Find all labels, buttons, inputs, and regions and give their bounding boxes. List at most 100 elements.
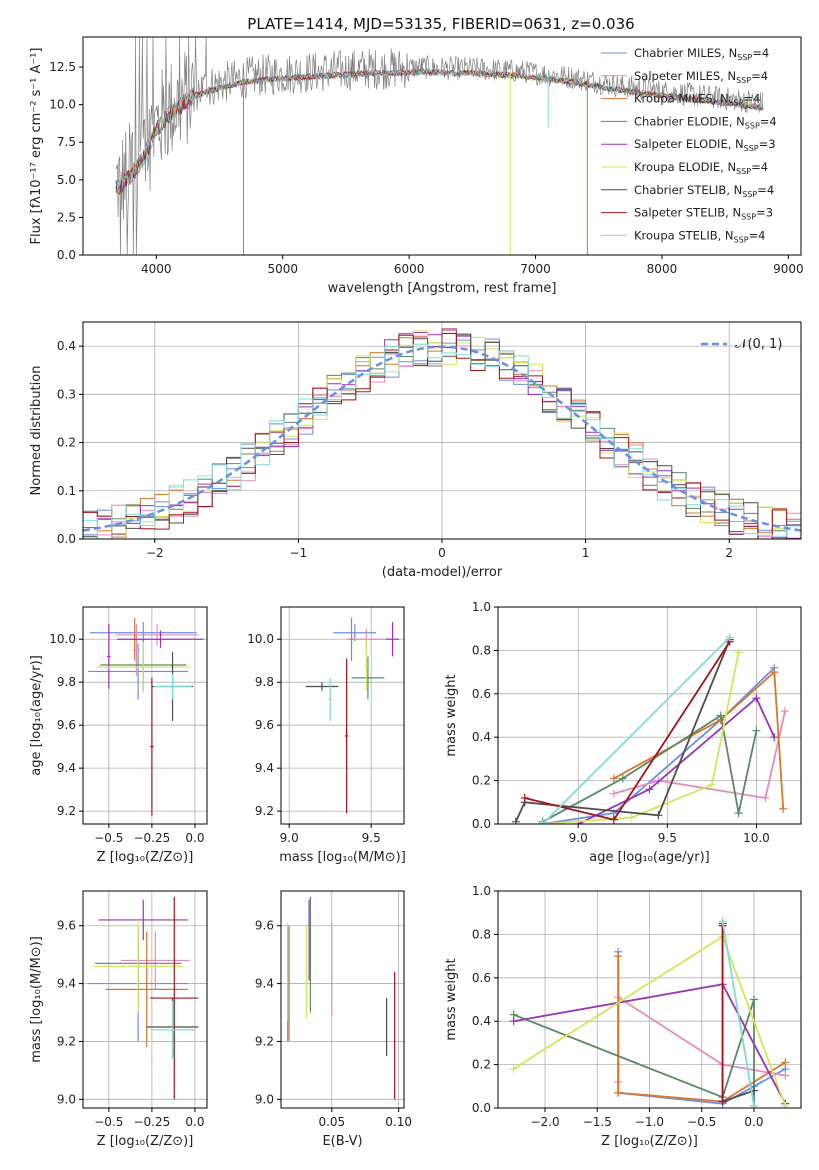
plot-area — [511, 633, 789, 824]
tick-label-x: −1.0 — [635, 1115, 664, 1129]
weight-line-0 — [542, 667, 775, 824]
x-axis-label: Z [log₁₀(Z/Z⊙)] — [601, 1134, 698, 1149]
axes: 0.05 0.10 9.0 9.2 9.4 9.6 E(B-V) — [255, 890, 412, 1149]
legend-label: Kroupa MILES, N — [634, 92, 729, 106]
legend-entry: Kroupa MILES, NSSP=4 — [634, 92, 760, 108]
tick-label-y: 10.0 — [49, 98, 76, 112]
tick-label-y: 9.6 — [255, 919, 274, 933]
tick-label-x: 9.0 — [569, 831, 588, 845]
tick-label-y: 9.4 — [57, 761, 76, 775]
y-axis-label: mass [log₁₀(M/M⊙)] — [29, 936, 44, 1063]
tick-label-y: 9.2 — [255, 1034, 274, 1048]
tick-label-y: 12.5 — [49, 60, 76, 74]
model-spectrum-7 — [115, 68, 764, 195]
weight-marker — [725, 633, 734, 642]
tick-label-y: 9.6 — [57, 718, 76, 732]
legend-label: Kroupa ELODIE, N — [634, 160, 736, 174]
legend-subscript: SSP — [745, 121, 760, 130]
tick-label-y: 9.6 — [255, 718, 274, 732]
weight-marker — [718, 1097, 727, 1106]
axes: 4000 5000 6000 7000 8000 9000 0.0 2.5 5.0 7.5 10.0… — [29, 36, 804, 296]
weight-marker — [752, 726, 761, 735]
tick-label-x: 6000 — [394, 262, 425, 276]
tick-label-y: 0.0 — [57, 248, 76, 262]
tick-label-x: 0.0 — [185, 1115, 204, 1129]
weight-marker — [509, 1017, 518, 1026]
plot-area — [88, 896, 199, 1100]
tick-label-y: 0.1 — [57, 484, 76, 498]
x-axis-label: mass [log₁₀(M/M⊙)] — [279, 850, 406, 865]
tick-label-y: 0.6 — [472, 971, 491, 985]
legend-suffix: =4 — [757, 183, 774, 197]
weight-marker — [780, 707, 789, 716]
tick-label-x: −1 — [290, 546, 308, 560]
legend-subscript: SSP — [736, 167, 751, 176]
legend-label: Salpeter ELODIE, N — [634, 137, 744, 151]
tick-label-x: 10.0 — [743, 831, 770, 845]
tick-label-y: 9.4 — [57, 977, 76, 991]
weight-marker — [707, 780, 716, 789]
weight-line-3 — [513, 999, 755, 1106]
tick-label-x: 9.5 — [658, 831, 677, 845]
weight-marker — [645, 785, 654, 794]
axes: −0.5 −0.25 0.0 9.2 9.4 9.6 9.8 10.0 Z [log₁₀(Z/Z… — [29, 606, 208, 865]
axes-frame — [82, 890, 208, 1109]
legend-subscript: SSP — [744, 144, 759, 153]
tick-label-x: 9.0 — [280, 831, 299, 845]
residual-histogram-8 — [83, 343, 801, 539]
plot-area — [83, 328, 801, 539]
weight-marker — [779, 804, 788, 813]
weight-line-8 — [721, 921, 755, 1106]
plot-age-vs-Z: −0.5 −0.25 0.0 9.2 9.4 9.6 9.8 10.0 Z [log₁₀(Z/Z… — [29, 606, 208, 865]
tick-label-y: 0.4 — [57, 339, 76, 353]
legend-label: Salpeter STELIB, N — [634, 206, 741, 220]
tick-label-y: 9.0 — [255, 1092, 274, 1106]
legend-suffix: =4 — [744, 92, 761, 106]
legend-suffix: =4 — [751, 160, 768, 174]
y-axis-label: Flux [fλ10⁻¹⁷ erg cm⁻² s⁻¹ A⁻¹] — [29, 48, 44, 245]
tick-label-y: 0.4 — [472, 1014, 491, 1028]
tick-label-x: −0.25 — [133, 1115, 170, 1129]
tick-label-y: 9.8 — [255, 675, 274, 689]
weight-marker — [718, 917, 727, 926]
x-axis-label: age [log₁₀(age/yr)] — [589, 850, 710, 865]
legend-subscript: SSP — [741, 213, 756, 222]
tick-label-x: 0 — [438, 546, 446, 560]
tick-label-x: −1.5 — [583, 1115, 612, 1129]
gaussian-curve — [83, 345, 801, 532]
weight-line-6 — [514, 639, 731, 823]
legend-label: Chabrier STELIB, N — [634, 183, 742, 197]
weight-marker — [538, 820, 547, 824]
tick-label-y: 1.0 — [472, 884, 491, 898]
axes: −2 −1 0 1 2 0.0 0.1 0.2 0.3 0.4 (data-model)/error… — [29, 321, 802, 580]
legend-label: Salpeter MILES, N — [634, 69, 736, 83]
tick-label-y: 9.2 — [57, 1034, 76, 1048]
weight-marker — [618, 774, 627, 783]
legend-label: Chabrier MILES, N — [634, 46, 737, 60]
legend-suffix: =3 — [756, 206, 773, 220]
tick-label-y: 1.0 — [472, 600, 491, 614]
tick-label-y: 0.2 — [472, 1058, 491, 1072]
axes: 9.0 9.5 9.2 9.4 9.6 9.8 10.0 mass [log₁₀(M/M⊙)] — [247, 606, 406, 865]
tick-label-x: 5000 — [267, 262, 298, 276]
plot-spectrum: 4000 5000 6000 7000 8000 9000 0.0 2.5 5.0 7.5 10.0… — [29, 36, 804, 296]
weight-line-4 — [577, 696, 776, 824]
x-axis-label: Z [log₁₀(Z/Z⊙)] — [97, 850, 194, 865]
model-spectrum-6 — [115, 68, 764, 193]
tick-label-y: 9.2 — [57, 804, 76, 818]
plot-mass-weight-vs-Z: −2.0 −1.5 −1.0 −0.5 0.0 0.0 0.2 0.4 0.6 0.8 1.0 Z [… — [444, 884, 802, 1149]
tick-label-x: −0.5 — [687, 1115, 716, 1129]
tick-label-y: 0.2 — [472, 774, 491, 788]
tick-label-y: 0.0 — [472, 817, 491, 831]
axes-frame — [280, 606, 405, 825]
weight-marker — [511, 817, 520, 824]
tick-label-y: 0.3 — [57, 387, 76, 401]
tick-label-x: 2 — [725, 546, 733, 560]
legend-suffix: =4 — [749, 228, 766, 242]
axes-frame — [497, 606, 802, 825]
weight-marker — [749, 995, 758, 1004]
plot-area — [305, 617, 400, 814]
weight-marker — [609, 789, 618, 798]
axes: 9.0 9.5 10.0 0.0 0.2 0.4 0.6 0.8 1.0 age [log₁₀(a… — [444, 600, 802, 865]
